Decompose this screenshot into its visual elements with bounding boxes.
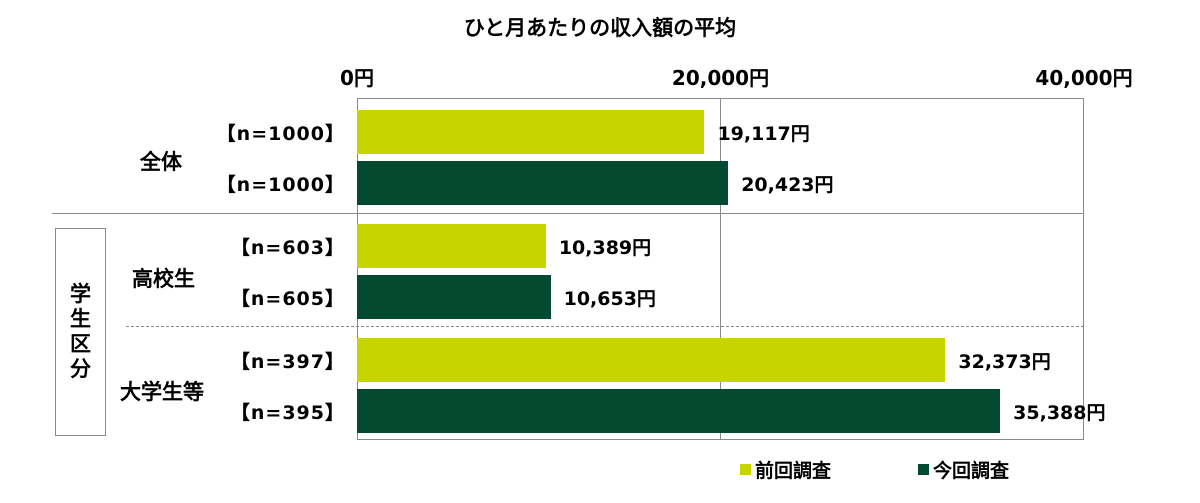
sample-size-label: 【n=1000】: [216, 123, 345, 145]
legend-label-previous: 前回調査: [755, 460, 832, 482]
sample-size-label: 【n=397】: [230, 351, 345, 373]
bar-value-label: 35,388円: [1013, 402, 1106, 424]
legend-swatch-current: [918, 464, 929, 475]
bar: [357, 224, 546, 268]
bar: [357, 389, 1001, 433]
subgroup-separator: [126, 326, 1084, 327]
group-label-highschool: 高校生: [132, 267, 195, 291]
legend-label-current: 今回調査: [933, 460, 1010, 482]
chart-title: ひと月あたりの収入額の平均: [463, 16, 737, 40]
legend-item-current: 今回調査: [918, 456, 1009, 483]
outer-group-label: 学生区分: [70, 282, 91, 381]
x-tick-label: 40,000円: [1035, 66, 1133, 90]
bar: [357, 338, 946, 382]
legend-swatch-previous: [740, 464, 751, 475]
group-label-all: 全体: [140, 150, 182, 174]
bar: [357, 161, 729, 205]
bar: [357, 275, 551, 319]
group-label-university: 大学生等: [120, 380, 204, 404]
bar-value-label: 20,423円: [741, 174, 834, 196]
gridline-20000: [720, 98, 721, 440]
bar: [357, 110, 705, 154]
bar-value-label: 10,389円: [558, 237, 652, 259]
bar-value-label: 32,373円: [958, 351, 1051, 373]
bar-value-label: 10,653円: [563, 288, 656, 310]
x-tick-label: 0円: [340, 66, 374, 90]
sample-size-label: 【n=605】: [230, 288, 345, 310]
sample-size-label: 【n=395】: [230, 402, 345, 424]
bar-value-label: 19,117円: [717, 123, 810, 145]
sample-size-label: 【n=1000】: [216, 174, 345, 196]
x-tick-label: 20,000円: [671, 66, 770, 90]
outer-group-box: [55, 228, 106, 436]
sample-size-label: 【n=603】: [230, 237, 345, 259]
group-separator: [52, 213, 1084, 214]
legend-item-previous: 前回調査: [740, 456, 831, 483]
